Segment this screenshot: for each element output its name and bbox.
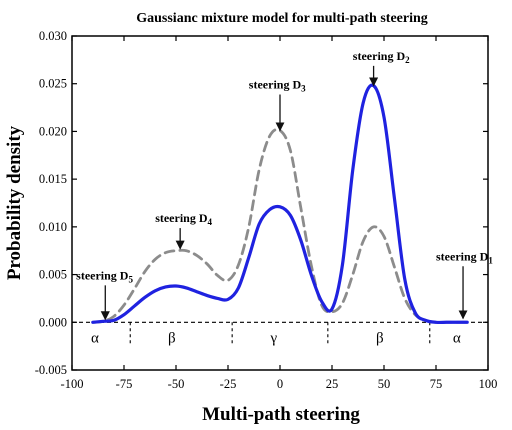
y-tick-label: 0.005 xyxy=(39,268,67,282)
y-tick-label: 0.020 xyxy=(39,124,67,138)
x-tick-label: 0 xyxy=(277,377,283,391)
x-tick-label: -25 xyxy=(220,377,237,391)
region-label: β xyxy=(168,330,176,346)
region-label: α xyxy=(91,330,99,346)
series-solid-line xyxy=(91,83,469,325)
y-tick-label: -0.005 xyxy=(35,363,67,377)
x-tick-label: 75 xyxy=(430,377,443,391)
y-tick-label: 0.010 xyxy=(39,220,67,234)
x-tick-label: -100 xyxy=(61,377,84,391)
region-label: α xyxy=(453,330,461,346)
y-tick-label: 0.025 xyxy=(39,77,67,91)
annotation-steering-d5: steering D5 xyxy=(76,268,133,284)
x-tick-label: 50 xyxy=(378,377,391,391)
y-axis-label: Probability density xyxy=(4,125,25,280)
chart-title: Gaussianc mixture model for multi-path s… xyxy=(136,11,428,26)
x-axis-label: Multi-path steering xyxy=(202,404,360,425)
x-tick-label: 25 xyxy=(326,377,339,391)
y-tick-label: 0.030 xyxy=(39,29,67,43)
x-tick-label: -75 xyxy=(116,377,133,391)
annotation-steering-d3: steering D3 xyxy=(249,77,306,93)
x-tick-label: 100 xyxy=(479,377,498,391)
annotation-steering-d2: steering D2 xyxy=(353,49,410,65)
y-tick-label: 0.015 xyxy=(39,172,67,186)
annotation-steering-d1: steering D1 xyxy=(436,249,493,265)
annotation-steering-d4: steering D4 xyxy=(155,211,212,227)
region-label: β xyxy=(376,330,384,346)
x-tick-label: -50 xyxy=(168,377,185,391)
region-label: γ xyxy=(269,330,277,346)
y-tick-label: 0.000 xyxy=(39,315,67,329)
